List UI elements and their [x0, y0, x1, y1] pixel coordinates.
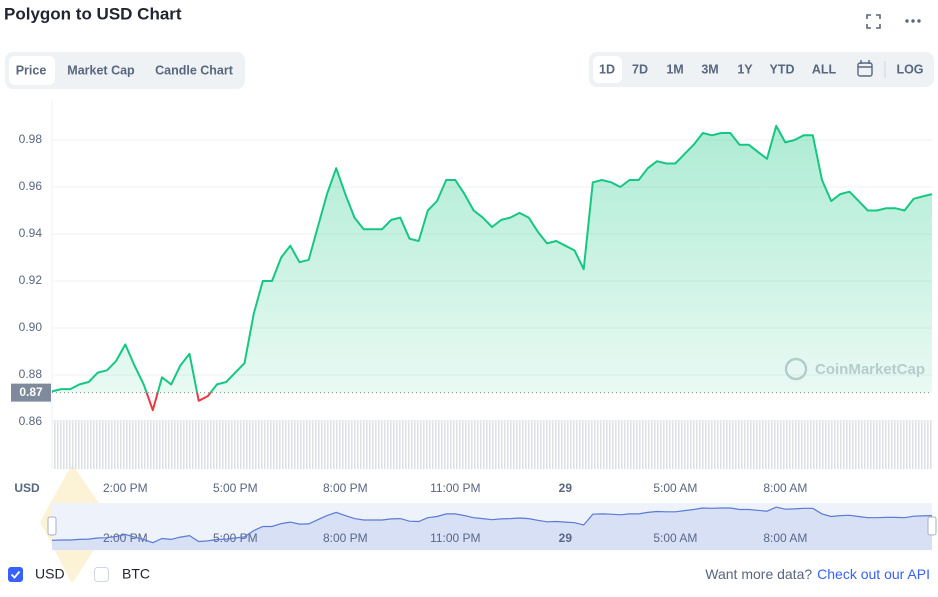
- x-tick-label: 29: [559, 481, 573, 495]
- checkbox-checked[interactable]: [8, 567, 23, 582]
- range-button[interactable]: 1M: [666, 62, 683, 76]
- y-tick-label: 0.96: [19, 179, 43, 193]
- x-tick-label: 8:00 AM: [763, 481, 807, 495]
- axis-currency: USD: [14, 481, 40, 495]
- tab[interactable]: Market Cap: [67, 63, 135, 77]
- range-button[interactable]: 1Y: [737, 62, 753, 76]
- tab[interactable]: Candle Chart: [155, 63, 234, 77]
- checkbox[interactable]: [94, 567, 109, 582]
- navigator-line: [51, 506, 933, 544]
- x-tick-label: 5:00 AM: [653, 481, 697, 495]
- price-line-below: [145, 392, 212, 412]
- legend-usd[interactable]: USD: [35, 566, 65, 582]
- y-tick-label: 0.94: [19, 226, 43, 240]
- more-icon[interactable]: [905, 19, 921, 23]
- navigator-tick-label: 5:00 AM: [653, 531, 697, 545]
- fullscreen-icon[interactable]: [866, 14, 881, 29]
- navigator-tick-label: 11:00 PM: [430, 531, 480, 545]
- range-group: [589, 52, 934, 87]
- range-button[interactable]: ALL: [812, 62, 837, 76]
- range-button[interactable]: 1D: [599, 62, 615, 76]
- reference-label: 0.87: [19, 385, 43, 399]
- reference-badge: [11, 383, 51, 402]
- y-tick-label: 0.86: [19, 414, 43, 428]
- legend-btc[interactable]: BTC: [122, 566, 150, 582]
- navigator-handle[interactable]: [47, 516, 57, 536]
- range-button[interactable]: 3M: [701, 62, 718, 76]
- tab-group: [5, 52, 245, 89]
- x-tick-label: 5:00 PM: [213, 481, 258, 495]
- navigator-tick-label: 8:00 AM: [763, 531, 807, 545]
- y-tick-label: 0.98: [19, 132, 43, 146]
- api-link[interactable]: Check out our API: [817, 566, 930, 582]
- tab-selected: [9, 56, 55, 85]
- x-tick-label: 11:00 PM: [430, 481, 480, 495]
- navigator-tick-label: 8:00 PM: [323, 531, 368, 545]
- navigator-handle[interactable]: [927, 516, 937, 536]
- navigator[interactable]: [52, 503, 932, 550]
- navigator-tick-label: 2:00 PM: [103, 531, 148, 545]
- volume-backdrop: [52, 420, 932, 469]
- check-mark: [10, 570, 21, 579]
- x-tick-label: 8:00 PM: [323, 481, 368, 495]
- calendar-icon[interactable]: [857, 60, 873, 77]
- navigator-tick-label: 29: [559, 531, 573, 545]
- y-tick-label: 0.90: [19, 320, 43, 334]
- chart-title: Polygon to USD Chart: [4, 4, 182, 23]
- footer-text: Want more data? Check out our API: [705, 566, 930, 582]
- log-button[interactable]: LOG: [896, 62, 923, 76]
- range-selected: [593, 56, 622, 83]
- x-tick-label: 2:00 PM: [103, 481, 148, 495]
- y-tick-label: 0.88: [19, 367, 43, 381]
- navigator-area: [52, 507, 932, 550]
- tab[interactable]: Price: [16, 63, 47, 77]
- range-button[interactable]: 7D: [632, 62, 648, 76]
- price-area: [52, 125, 932, 393]
- range-button[interactable]: YTD: [770, 62, 795, 76]
- price-line: [51, 124, 933, 393]
- footer-question: Want more data?: [705, 566, 812, 582]
- y-tick-label: 0.92: [19, 273, 43, 287]
